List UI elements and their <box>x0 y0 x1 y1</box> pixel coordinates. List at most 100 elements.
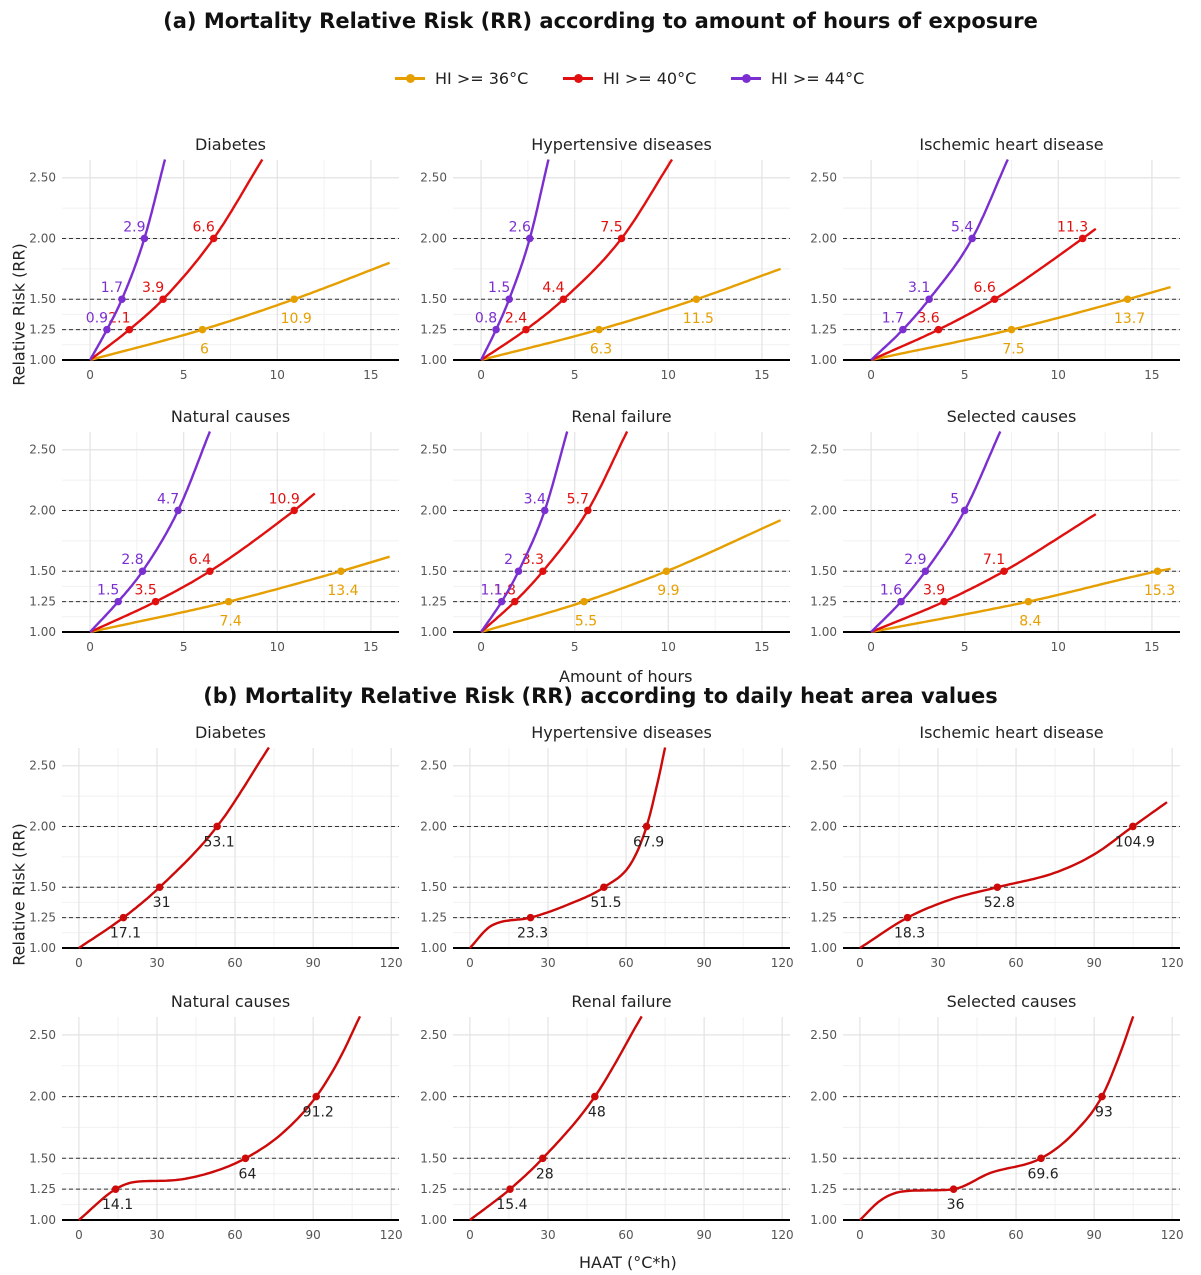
data-label: 2.6 <box>509 219 531 235</box>
data-label: 6.4 <box>189 552 211 568</box>
data-point <box>118 295 126 304</box>
x-tick-label: 0 <box>856 1228 864 1242</box>
x-tick-label: 120 <box>380 956 403 970</box>
data-label: 64 <box>239 1166 257 1182</box>
data-point <box>949 1185 958 1193</box>
panel-title: Selected causes <box>947 992 1077 1011</box>
data-label: 2 <box>504 552 513 568</box>
data-point <box>241 1154 250 1163</box>
legend-item-hi44: HI >= 44°C <box>729 64 864 92</box>
x-tick-label: 120 <box>1161 956 1184 970</box>
data-label: 11.3 <box>1057 219 1088 235</box>
data-point <box>1000 567 1008 576</box>
data-point <box>224 597 233 606</box>
data-label: 0.8 <box>475 311 497 327</box>
data-point <box>1098 1092 1106 1101</box>
panel-b-1: 1.00 1.25 1.50 2.00 2.50 0 30 60 90 120 Diabetes 17… <box>29 723 402 970</box>
y-tick-label: 1.50 <box>29 564 56 578</box>
data-point <box>559 295 568 304</box>
x-tick-label: 0 <box>75 956 83 970</box>
x-tick-label: 0 <box>867 368 875 382</box>
data-label: 3.6 <box>917 311 939 327</box>
x-tick-label: 120 <box>771 1228 794 1242</box>
data-label: 5.5 <box>575 614 597 630</box>
data-label: 1.5 <box>97 583 119 599</box>
x-tick-label: 10 <box>661 640 676 654</box>
x-tick-label: 90 <box>696 1228 711 1242</box>
y-tick-label: 2.50 <box>29 759 56 773</box>
y-tick-label: 2.00 <box>810 503 837 517</box>
y-tick-label: 1.50 <box>810 292 837 306</box>
series-line <box>870 227 1097 362</box>
data-point <box>514 567 523 576</box>
data-point <box>209 234 218 243</box>
panel-title: Renal failure <box>571 992 671 1011</box>
series-line <box>480 267 782 362</box>
series-line <box>870 430 1002 633</box>
data-label: 5.4 <box>951 219 973 235</box>
panel-b-2: 1.00 1.25 1.50 2.00 2.50 0 30 60 90 120 Hypertensi… <box>420 723 793 970</box>
data-label: 53.1 <box>204 834 235 850</box>
y-tick-label: 1.00 <box>810 941 837 955</box>
data-label: 4.4 <box>542 280 564 296</box>
legend-label-hi40: HI >= 40°C <box>603 68 697 88</box>
data-label: 8.4 <box>1019 614 1041 630</box>
data-point <box>125 325 134 334</box>
x-tick-label: 120 <box>1161 1228 1184 1242</box>
data-point <box>897 597 905 606</box>
data-label: 3.4 <box>524 491 546 507</box>
y-tick-label: 2.00 <box>29 819 56 833</box>
y-tick-label: 2.00 <box>29 503 56 517</box>
chart-b-x-axis-title: HAAT (°C*h) <box>579 1253 677 1272</box>
series-line <box>89 159 167 361</box>
data-point <box>934 325 943 334</box>
y-tick-label: 1.00 <box>420 941 447 955</box>
data-point <box>642 822 651 831</box>
series-line <box>480 519 782 634</box>
y-tick-label: 2.00 <box>29 1090 56 1104</box>
data-label: 17.1 <box>110 926 141 942</box>
data-point <box>903 913 912 922</box>
data-point <box>1037 1154 1045 1163</box>
data-point <box>968 234 976 243</box>
y-tick-label: 2.00 <box>29 231 56 245</box>
series-line <box>89 158 264 361</box>
y-tick-label: 2.00 <box>810 231 837 245</box>
data-label: 3.3 <box>522 552 544 568</box>
data-point <box>522 325 530 334</box>
data-label: 6.6 <box>193 219 215 235</box>
y-tick-label: 1.50 <box>420 880 447 894</box>
legend-label-hi36: HI >= 36°C <box>435 68 529 88</box>
data-label: 2.9 <box>904 552 926 568</box>
legend-label-hi44: HI >= 44°C <box>771 68 865 88</box>
data-label: 13.7 <box>1114 311 1145 327</box>
data-label: 0.9 <box>86 311 108 327</box>
x-tick-label: 30 <box>149 956 164 970</box>
x-tick-label: 30 <box>930 956 945 970</box>
y-tick-label: 2.50 <box>420 759 447 773</box>
y-tick-label: 1.25 <box>810 1182 837 1196</box>
panel-a-2: 1.00 1.25 1.50 2.00 2.50 0 5 10 15 Hypertensive d… <box>420 135 790 382</box>
series-line <box>89 492 316 634</box>
series-line <box>78 746 270 949</box>
y-tick-label: 2.50 <box>29 1028 56 1042</box>
data-label: 3.5 <box>134 583 156 599</box>
x-tick-label: 15 <box>363 640 378 654</box>
x-tick-label: 5 <box>571 368 579 382</box>
data-label: 1.1 <box>481 583 503 599</box>
x-tick-label: 5 <box>961 368 969 382</box>
data-point <box>538 1154 547 1163</box>
series-line <box>870 567 1171 634</box>
data-point <box>510 597 519 606</box>
data-label: 69.6 <box>1027 1166 1058 1182</box>
x-tick-label: 0 <box>477 368 485 382</box>
panel-title: Hypertensive diseases <box>531 723 712 742</box>
data-point <box>492 325 500 334</box>
legend-item-hi36: HI >= 36°C <box>393 64 528 92</box>
y-tick-label: 2.50 <box>810 443 837 457</box>
x-tick-label: 60 <box>1008 956 1023 970</box>
panel-a-6: 1.00 1.25 1.50 2.00 2.50 0 5 10 15 Selected cause… <box>810 407 1180 654</box>
data-point <box>114 597 122 606</box>
x-tick-label: 0 <box>867 640 875 654</box>
data-point <box>151 597 160 606</box>
